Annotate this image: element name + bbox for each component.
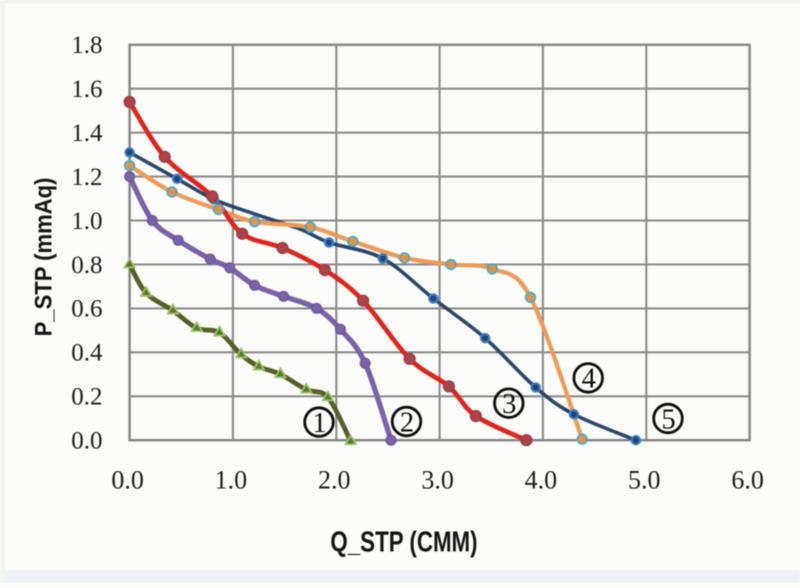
svg-text:2: 2 bbox=[400, 407, 414, 438]
svg-text:0.0: 0.0 bbox=[111, 466, 144, 495]
svg-text:5: 5 bbox=[661, 404, 675, 435]
svg-text:4: 4 bbox=[582, 364, 596, 395]
svg-text:2.0: 2.0 bbox=[318, 466, 351, 495]
svg-text:1.8: 1.8 bbox=[71, 32, 102, 59]
svg-text:1.0: 1.0 bbox=[71, 208, 102, 235]
svg-text:0.6: 0.6 bbox=[71, 296, 102, 323]
svg-text:3: 3 bbox=[502, 389, 516, 420]
svg-text:1.2: 1.2 bbox=[71, 164, 102, 191]
svg-text:0.8: 0.8 bbox=[71, 252, 102, 279]
svg-text:0.4: 0.4 bbox=[71, 340, 103, 367]
svg-text:Q_STP (CMM): Q_STP (CMM) bbox=[330, 527, 477, 558]
svg-text:4.0: 4.0 bbox=[525, 466, 558, 495]
svg-text:3.0: 3.0 bbox=[421, 466, 454, 495]
svg-text:0.0: 0.0 bbox=[71, 428, 102, 455]
svg-text:1.4: 1.4 bbox=[71, 120, 103, 147]
svg-text:1.0: 1.0 bbox=[215, 466, 248, 495]
svg-text:5.0: 5.0 bbox=[628, 466, 661, 495]
svg-text:1.6: 1.6 bbox=[71, 76, 102, 103]
svg-text:0.2: 0.2 bbox=[71, 384, 102, 411]
svg-text:6.0: 6.0 bbox=[731, 466, 764, 495]
svg-text:1: 1 bbox=[312, 408, 326, 439]
svg-text:P_STP (mmAq): P_STP (mmAq) bbox=[29, 178, 56, 337]
